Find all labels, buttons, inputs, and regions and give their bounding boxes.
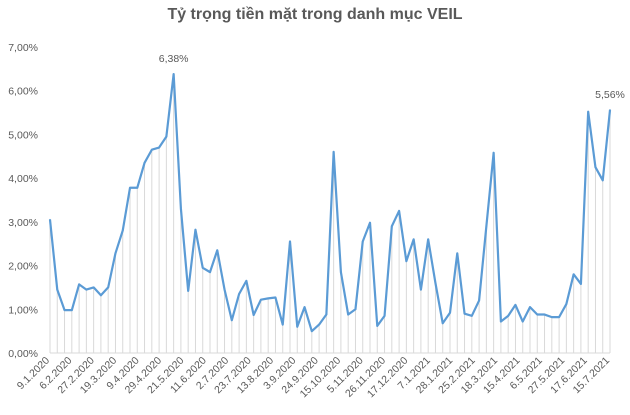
data-point bbox=[201, 266, 204, 269]
data-point bbox=[332, 151, 335, 153]
data-point bbox=[260, 298, 262, 301]
data-point bbox=[318, 323, 320, 326]
data-point bbox=[325, 313, 328, 316]
data-point bbox=[296, 325, 299, 328]
y-tick-label: 2,00% bbox=[8, 261, 38, 273]
data-point bbox=[180, 207, 182, 210]
data-point bbox=[223, 288, 226, 291]
data-point bbox=[172, 73, 175, 75]
data-label: 5,56% bbox=[595, 89, 625, 101]
data-point bbox=[107, 286, 109, 289]
data-point bbox=[514, 304, 517, 306]
data-point bbox=[398, 210, 400, 212]
data-point bbox=[478, 299, 480, 302]
data-point bbox=[78, 283, 80, 286]
data-point bbox=[49, 218, 51, 221]
data-point bbox=[580, 283, 582, 285]
data-point bbox=[536, 313, 539, 316]
data-point bbox=[63, 309, 66, 311]
data-point bbox=[165, 135, 168, 138]
y-tick-label: 6,00% bbox=[8, 86, 38, 98]
data-point bbox=[609, 109, 611, 111]
data-point bbox=[456, 252, 459, 255]
y-tick-label: 5,00% bbox=[8, 129, 38, 141]
data-point bbox=[587, 110, 589, 113]
data-point bbox=[267, 297, 269, 300]
data-point bbox=[209, 271, 211, 273]
data-point bbox=[85, 288, 88, 291]
data-point bbox=[252, 314, 255, 316]
data-point bbox=[485, 225, 488, 228]
y-axis: 0,00% 1,00% 2,00% 3,00% 4,00% 5,00% 6,00% 7,00% bbox=[8, 42, 38, 360]
data-point bbox=[594, 166, 597, 169]
data-point bbox=[565, 303, 568, 305]
data-point bbox=[529, 306, 531, 308]
data-point bbox=[100, 294, 102, 297]
data-point bbox=[441, 322, 444, 325]
data-point bbox=[383, 315, 386, 317]
data-point bbox=[551, 316, 553, 318]
series-line bbox=[48, 72, 612, 333]
y-tick-label: 1,00% bbox=[8, 304, 38, 316]
data-point bbox=[449, 311, 451, 314]
data-point bbox=[507, 315, 509, 317]
data-point bbox=[434, 282, 437, 284]
data-point bbox=[500, 320, 502, 323]
data-point bbox=[601, 179, 604, 182]
data-point bbox=[376, 325, 379, 327]
data-point bbox=[471, 315, 473, 317]
data-point bbox=[412, 238, 415, 241]
data-point bbox=[245, 280, 248, 282]
y-tick-label: 0,00% bbox=[8, 348, 38, 360]
x-axis: 9.1.20206.2.202027.2.202019.3.20209.4.20… bbox=[15, 355, 612, 401]
y-tick-label: 3,00% bbox=[8, 217, 38, 229]
data-point bbox=[369, 221, 371, 224]
data-point bbox=[56, 288, 59, 291]
data-point bbox=[558, 316, 560, 318]
y-tick-label: 7,00% bbox=[8, 42, 38, 54]
data-point bbox=[427, 238, 429, 241]
data-point bbox=[289, 240, 291, 243]
data-point bbox=[274, 296, 277, 299]
data-point bbox=[543, 313, 546, 316]
data-point bbox=[311, 330, 313, 332]
data-point bbox=[121, 229, 124, 232]
chart-title: Tỷ trọng tiền mặt trong danh mục VEIL bbox=[167, 6, 463, 23]
data-point bbox=[281, 323, 284, 326]
data-point bbox=[151, 148, 153, 151]
data-point bbox=[216, 249, 219, 252]
data-point bbox=[340, 271, 342, 273]
data-point bbox=[361, 240, 364, 243]
plot-area: 6,38% 5,56% bbox=[48, 53, 625, 354]
data-point bbox=[231, 319, 233, 322]
data-point bbox=[572, 273, 575, 276]
data-point bbox=[194, 228, 197, 231]
data-point bbox=[143, 162, 146, 164]
y-tick-label: 4,00% bbox=[8, 173, 38, 185]
data-point bbox=[136, 186, 139, 189]
data-point bbox=[391, 225, 393, 228]
data-label: 6,38% bbox=[159, 53, 189, 65]
data-point bbox=[354, 308, 357, 311]
data-point bbox=[238, 293, 240, 295]
data-point bbox=[187, 290, 189, 292]
data-point bbox=[492, 151, 495, 154]
data-point bbox=[303, 306, 306, 308]
data-point bbox=[420, 288, 422, 291]
data-point bbox=[129, 186, 131, 189]
data-point bbox=[114, 252, 117, 255]
data-point bbox=[405, 260, 408, 263]
data-point bbox=[463, 312, 466, 315]
data-point bbox=[521, 320, 524, 323]
data-point bbox=[347, 313, 349, 316]
data-point bbox=[158, 146, 160, 149]
data-point bbox=[71, 309, 73, 311]
data-point bbox=[92, 286, 95, 289]
